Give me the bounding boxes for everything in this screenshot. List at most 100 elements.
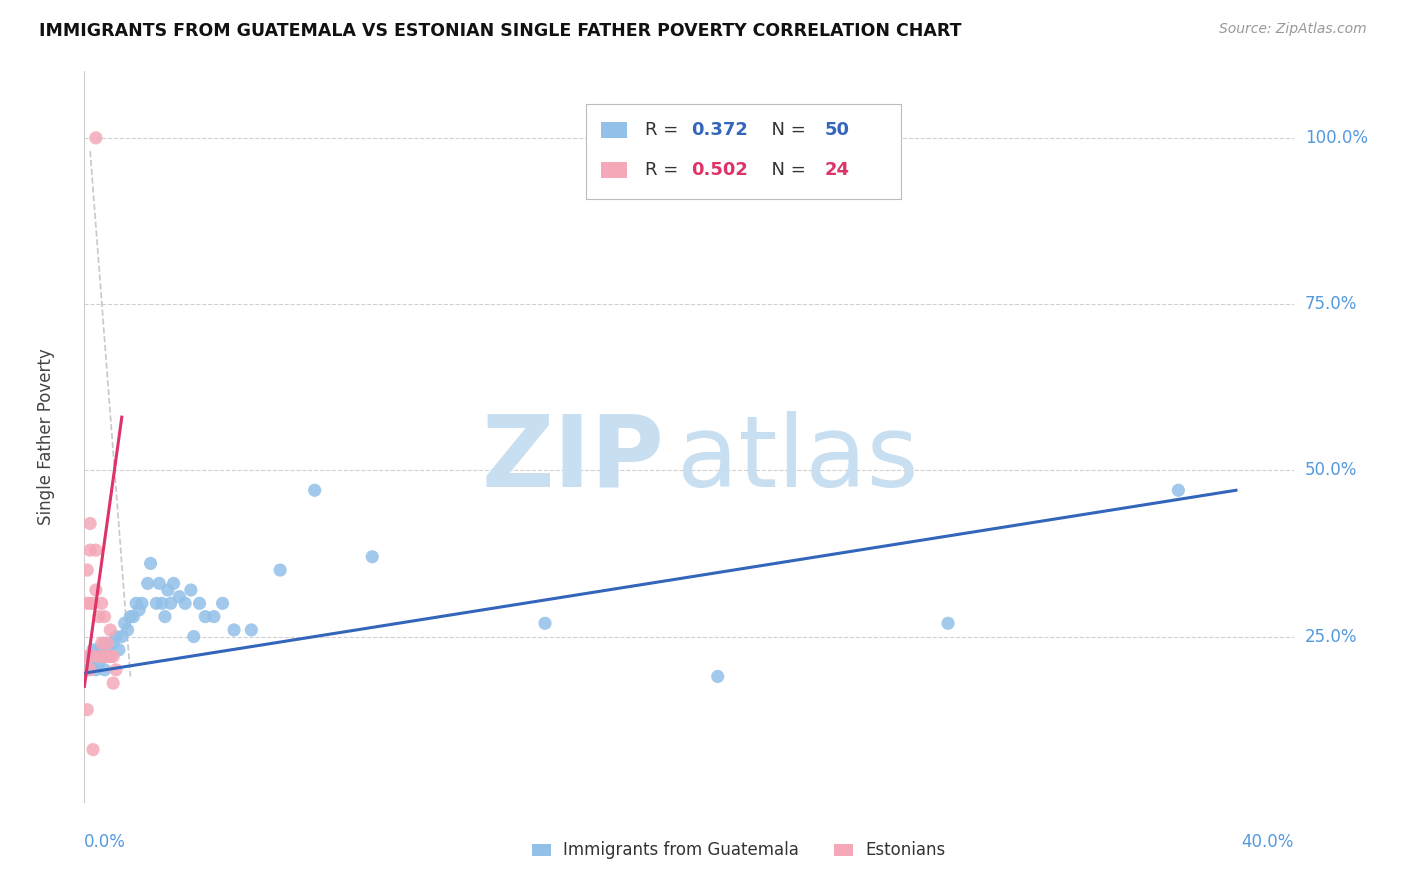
Point	[148, 576, 170, 591]
Point	[73, 649, 96, 664]
Text: atlas: atlas	[676, 410, 918, 508]
Text: 0.0%: 0.0%	[84, 833, 127, 851]
FancyBboxPatch shape	[586, 104, 901, 200]
Point	[101, 676, 124, 690]
Text: 0.502: 0.502	[692, 161, 748, 179]
Text: 40.0%: 40.0%	[1241, 833, 1294, 851]
Point	[84, 582, 107, 597]
Point	[79, 543, 101, 558]
Point	[120, 609, 142, 624]
Point	[76, 663, 98, 677]
Point	[269, 563, 291, 577]
Point	[162, 576, 184, 591]
Text: Source: ZipAtlas.com: Source: ZipAtlas.com	[1219, 22, 1367, 37]
Point	[111, 630, 134, 644]
Point	[90, 596, 112, 610]
Point	[93, 609, 115, 624]
Point	[90, 636, 112, 650]
Point	[82, 596, 104, 610]
Point	[93, 649, 115, 664]
Point	[105, 630, 128, 644]
Point	[706, 669, 728, 683]
Bar	[531, 845, 551, 856]
Point	[125, 596, 148, 610]
Point	[304, 483, 326, 498]
Point	[180, 582, 202, 597]
Point	[117, 623, 139, 637]
Point	[76, 596, 98, 610]
Point	[76, 563, 98, 577]
Point	[84, 663, 107, 677]
Text: 25.0%: 25.0%	[1305, 628, 1357, 646]
Point	[79, 596, 101, 610]
Point	[222, 623, 245, 637]
Text: N =: N =	[761, 161, 811, 179]
Point	[1167, 483, 1189, 498]
Text: Single Father Poverty: Single Father Poverty	[37, 349, 55, 525]
Point	[82, 643, 104, 657]
Point	[87, 609, 110, 624]
Point	[202, 609, 225, 624]
Point	[96, 636, 118, 650]
Point	[84, 649, 107, 664]
Point	[131, 596, 153, 610]
Point	[93, 663, 115, 677]
Text: 100.0%: 100.0%	[1305, 128, 1368, 147]
Point	[98, 623, 121, 637]
Point	[98, 649, 121, 664]
Text: 24: 24	[824, 161, 849, 179]
Text: 50: 50	[824, 121, 849, 139]
Point	[194, 609, 217, 624]
Point	[84, 543, 107, 558]
Text: R =: R =	[645, 121, 685, 139]
Point	[79, 516, 101, 531]
Point	[87, 656, 110, 670]
Text: IMMIGRANTS FROM GUATEMALA VS ESTONIAN SINGLE FATHER POVERTY CORRELATION CHART: IMMIGRANTS FROM GUATEMALA VS ESTONIAN SI…	[39, 22, 962, 40]
Point	[534, 616, 557, 631]
Point	[98, 649, 121, 664]
Point	[96, 643, 118, 657]
Point	[93, 636, 115, 650]
Point	[169, 590, 191, 604]
Point	[79, 649, 101, 664]
Point	[188, 596, 211, 610]
Point	[87, 649, 110, 664]
Point	[128, 603, 150, 617]
Text: Estonians: Estonians	[866, 841, 946, 859]
Point	[156, 582, 179, 597]
Bar	[600, 162, 627, 178]
Point	[79, 663, 101, 677]
Text: 75.0%: 75.0%	[1305, 295, 1357, 313]
Point	[87, 643, 110, 657]
Text: R =: R =	[645, 161, 685, 179]
Text: ZIP: ZIP	[482, 410, 665, 508]
Point	[101, 649, 124, 664]
Point	[82, 742, 104, 756]
Point	[84, 131, 107, 145]
Text: N =: N =	[761, 121, 811, 139]
Point	[150, 596, 173, 610]
Text: Immigrants from Guatemala: Immigrants from Guatemala	[564, 841, 799, 859]
Point	[114, 616, 136, 631]
Point	[136, 576, 159, 591]
Point	[240, 623, 263, 637]
Point	[936, 616, 959, 631]
Point	[105, 663, 128, 677]
Point	[90, 649, 112, 664]
Bar	[834, 845, 853, 856]
Point	[361, 549, 384, 564]
Point	[101, 636, 124, 650]
Text: 0.372: 0.372	[692, 121, 748, 139]
Point	[174, 596, 197, 610]
Point	[122, 609, 145, 624]
Point	[82, 656, 104, 670]
Point	[211, 596, 233, 610]
Bar	[600, 122, 627, 138]
Point	[183, 630, 205, 644]
Point	[153, 609, 176, 624]
Point	[76, 703, 98, 717]
Point	[82, 649, 104, 664]
Point	[139, 557, 162, 571]
Point	[96, 649, 118, 664]
Point	[159, 596, 181, 610]
